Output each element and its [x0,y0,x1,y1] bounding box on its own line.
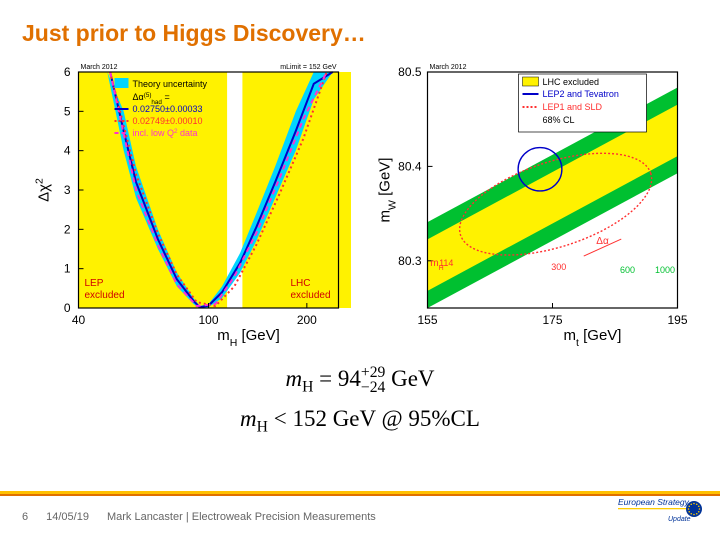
slide-root: Just prior to Higgs Discovery… 401002000… [0,0,720,540]
footer: 6 14/05/19 Mark Lancaster | Electroweak … [22,511,376,523]
svg-text:Theory uncertainty: Theory uncertainty [133,79,208,89]
charts-row: 40 100 200 0 1 2 3 4 5 6 mH [GeV] Δχ2 March 2012 mLim… [30,58,690,348]
svg-text:6: 6 [64,65,71,79]
svg-text:excluded: excluded [85,290,125,301]
svg-text:300: 300 [551,262,566,272]
right-chart: 155 175 195 80.3 80.4 80.5 mt [GeV] mW [GeV] Mar… [369,58,690,348]
svg-text:155: 155 [417,313,437,327]
equation-1: mH = 94+29−24 GeV [0,360,720,400]
svg-text:Δχ2: Δχ2 [34,178,53,202]
eq1-sub: H [302,379,313,396]
svg-text:2: 2 [64,222,71,236]
eq1-sup: +29 [361,365,385,381]
svg-text:3: 3 [64,183,71,197]
svg-text:mW [GeV]: mW [GeV] [377,158,399,223]
footer-accent-bar [0,491,720,496]
mW-vs-mt-chart: 155 175 195 80.3 80.4 80.5 mt [GeV] mW [GeV] Mar… [369,58,690,348]
left-chart: 40 100 200 0 1 2 3 4 5 6 mH [GeV] Δχ2 March 2012 mLim… [30,58,351,348]
svg-text:0: 0 [64,301,71,315]
svg-text:600: 600 [620,265,635,275]
svg-text:mLimit = 152 GeV: mLimit = 152 GeV [280,64,337,71]
svg-text:80.3: 80.3 [398,254,422,268]
eq1-eq: = 94 [313,366,360,391]
svg-text:mH [GeV]: mH [GeV] [217,327,280,348]
eq2-sub: H [257,419,268,436]
svg-text:1000: 1000 [655,265,675,275]
equation-2: mH < 152 GeV @ 95%CL [0,400,720,440]
svg-text:5: 5 [64,104,71,118]
svg-text:80.5: 80.5 [398,65,422,79]
svg-text:LHC: LHC [291,278,311,289]
eq1-unit: GeV [385,366,434,391]
page-number: 6 [22,511,28,523]
svg-text:0.02749±0.00010: 0.02749±0.00010 [133,116,203,126]
svg-text:LHC excluded: LHC excluded [543,77,600,87]
svg-text:100: 100 [198,313,218,327]
svg-text:incl. low Q2 data: incl. low Q2 data [133,128,198,139]
eq1-subv: −24 [361,380,385,396]
svg-text:175: 175 [542,313,562,327]
logo-bottom: Update [668,516,691,523]
slide-title: Just prior to Higgs Discovery… [22,20,366,47]
svg-text:LEP2 and Tevatron: LEP2 and Tevatron [543,89,619,99]
footer-text: Mark Lancaster | Electroweak Precision M… [107,511,376,523]
footer-date: 14/05/19 [46,511,89,523]
svg-text:200: 200 [297,313,317,327]
chi2-vs-mH-chart: 40 100 200 0 1 2 3 4 5 6 mH [GeV] Δχ2 March 2012 mLim… [30,58,351,348]
svg-text:68% CL: 68% CL [543,115,575,125]
svg-text:March 2012: March 2012 [430,64,467,71]
equations-block: mH = 94+29−24 GeV mH < 152 GeV @ 95%CL [0,360,720,441]
svg-text:1: 1 [64,262,71,276]
eq1-var: m [285,366,302,391]
svg-text:March 2012: March 2012 [81,64,118,71]
svg-text:mt [GeV]: mt [GeV] [564,327,622,348]
svg-text:40: 40 [72,313,86,327]
svg-text:excluded: excluded [291,290,331,301]
svg-text:LEP: LEP [85,278,104,289]
eq2-rest: < 152 GeV @ 95%CL [268,406,480,431]
svg-text:4: 4 [64,144,71,158]
eq2-var: m [240,406,257,431]
euro-strategy-logo: European Strategy Update [618,495,704,530]
logo-top: European Strategy [618,497,690,507]
svg-text:LEP1 and SLD: LEP1 and SLD [543,102,603,112]
svg-text:0.02750±0.00033: 0.02750±0.00033 [133,104,203,114]
svg-text:80.4: 80.4 [398,159,422,173]
svg-text:195: 195 [667,313,687,327]
